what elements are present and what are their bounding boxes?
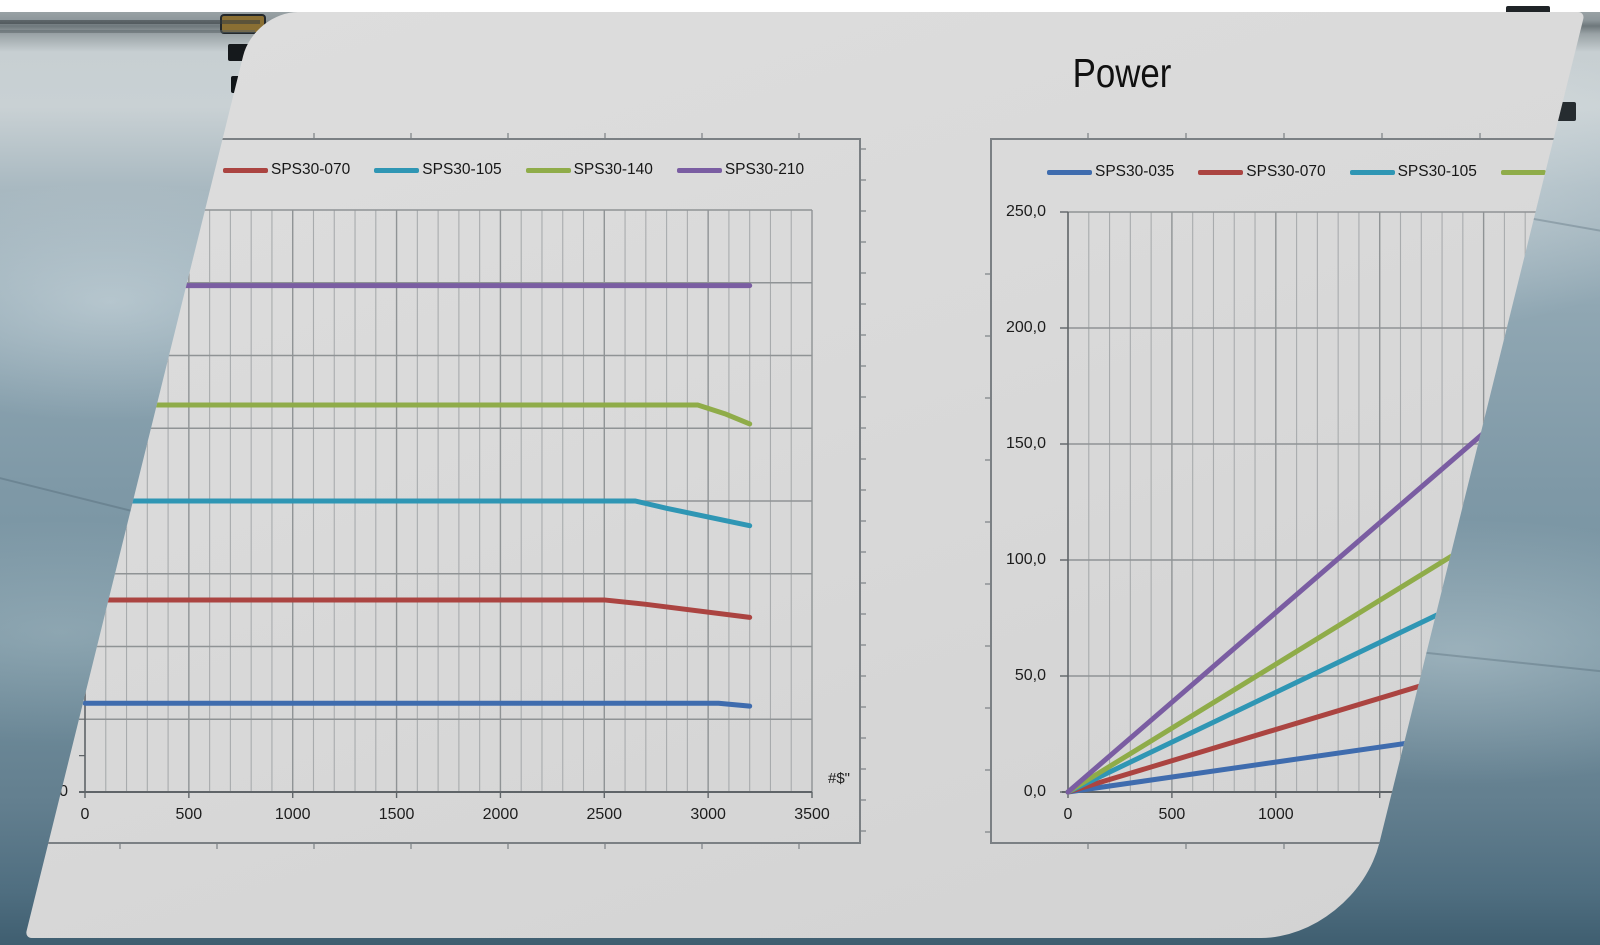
y-tick-label: 150,0: [1005, 435, 1046, 452]
x-tick-label: 3000: [690, 806, 726, 823]
legend-label: SPS30-140: [573, 161, 653, 178]
legend-label: SPS30-105: [422, 161, 502, 178]
x-tick-label: 2500: [586, 806, 623, 823]
x-tick-label: 2000: [482, 806, 519, 823]
y-tick-label: 50,0: [1014, 667, 1046, 684]
y-tick-label: 100,0: [1005, 551, 1046, 568]
legend-swatch-icon: [1198, 169, 1244, 175]
x-tick-label: 0: [80, 806, 90, 823]
power-chart-title: Power: [1072, 50, 1172, 96]
y-tick-label: 0,0: [1023, 783, 1046, 800]
legend-swatch-icon: [223, 167, 268, 173]
slide-parallelogram: Power #$" SPS30-070 SPS30-105 SPS30-140 SPS…: [24, 12, 1586, 938]
ceiling-streak-1: [0, 20, 260, 24]
x-tick-label: 1500: [378, 806, 415, 823]
chart-frame: [990, 138, 1586, 844]
series-line-SPS30-070: [82, 597, 753, 620]
chart-frame: [24, 138, 861, 844]
y-tick-label: 200,0: [1005, 319, 1046, 336]
x-tick-label: 0: [1063, 806, 1073, 823]
legend-item: SPS30-035: [1047, 163, 1174, 181]
legend-label: SPS30-070: [271, 161, 351, 178]
legend-swatch-icon: [525, 167, 571, 173]
legend-swatch-icon: [374, 167, 420, 173]
series-line-SPS30-035: [82, 700, 753, 709]
power-chart-legend: SPS30-035 SPS30-070 SPS30-105: [1047, 163, 1573, 181]
legend-item: SPS30-105: [374, 161, 502, 179]
legend-swatch-icon: [1047, 169, 1092, 175]
x-tick-label: 1000: [1258, 806, 1294, 823]
legend-item: [1500, 169, 1549, 175]
legend-item: SPS30-105: [1349, 163, 1477, 181]
x-tick-label: 1000: [274, 806, 311, 823]
legend-item: SPS30-140: [525, 161, 653, 179]
legend-swatch-icon: [1500, 169, 1546, 175]
torque-axis-end-label: #$": [827, 770, 850, 787]
legend-item: SPS30-210: [676, 161, 805, 179]
legend-item: SPS30-070: [223, 161, 350, 179]
series-line-SPS30-140: [82, 402, 753, 427]
legend-label: SPS30-105: [1397, 163, 1477, 180]
legend-label: SPS30-210: [724, 161, 805, 178]
series-line-SPS30-105: [82, 498, 753, 529]
legend-item: SPS30-070: [1198, 163, 1326, 181]
torque-chart-legend: SPS30-070 SPS30-105 SPS30-140 SPS30-210: [223, 161, 828, 179]
legend-label: SPS30-070: [1246, 163, 1326, 180]
legend-swatch-icon: [676, 167, 722, 173]
x-tick-label: 3500: [794, 806, 830, 823]
legend-swatch-icon: [1349, 169, 1395, 175]
x-tick-label: 500: [175, 806, 203, 823]
y-tick-label: 250,0: [1005, 203, 1046, 220]
x-tick-label: 500: [1158, 806, 1186, 823]
legend-label: SPS30-035: [1095, 163, 1175, 180]
ceiling-streak-2: [0, 30, 255, 33]
charts-canvas: [24, 133, 1586, 849]
